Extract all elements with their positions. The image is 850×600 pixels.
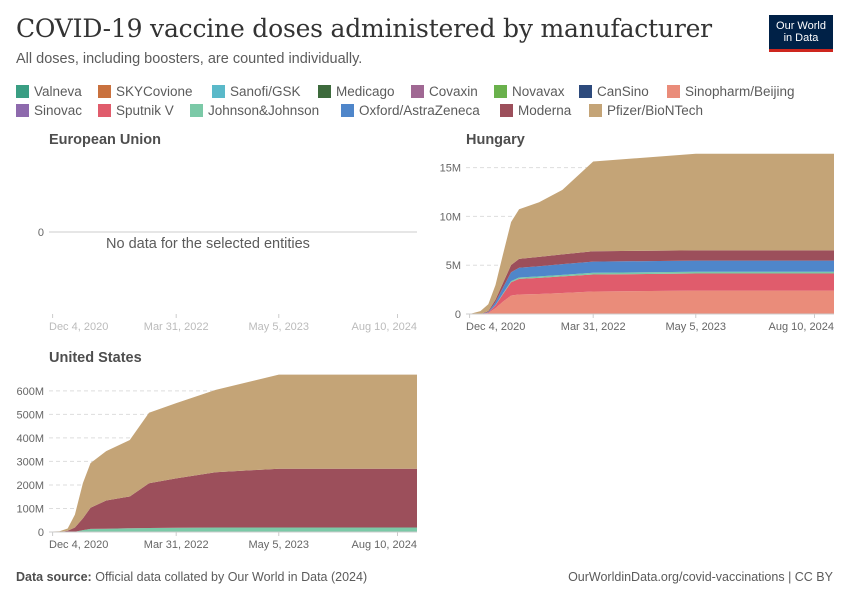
x-tick-label: May 5, 2023: [249, 321, 310, 333]
owid-logo[interactable]: Our World in Data: [769, 15, 833, 52]
legend-swatch: [16, 104, 29, 117]
area-moderna: [469, 250, 834, 314]
area-oxford-astrazeneca: [469, 260, 834, 314]
area-sinopharm-beijing: [469, 290, 834, 314]
legend-label: CanSino: [597, 84, 649, 99]
y-tick-label: 100M: [16, 503, 44, 515]
legend-swatch: [212, 85, 225, 98]
legend-swatch: [341, 104, 354, 117]
legend-item[interactable]: Sputnik V: [98, 103, 174, 118]
x-tick-label: Aug 10, 2024: [769, 321, 834, 333]
area-johnson-johnson: [52, 527, 417, 532]
legend-item[interactable]: Medicago: [318, 84, 395, 99]
y-tick-label: 0: [38, 527, 44, 539]
x-tick-label: Aug 10, 2024: [352, 539, 417, 551]
data-source-text: Official data collated by Our World in D…: [95, 570, 368, 584]
x-tick-label: Dec 4, 2020: [466, 321, 525, 333]
legend-label: Sputnik V: [116, 103, 174, 118]
legend-row-2: Sinovac Sputnik V Johnson&Johnson Oxford…: [16, 103, 836, 122]
legend-swatch: [589, 104, 602, 117]
y-tick-label: 5M: [446, 260, 461, 272]
legend-row-1: Valneva SKYCovione Sanofi/GSK Medicago C…: [16, 84, 836, 103]
panel-title-hungary: Hungary: [466, 132, 525, 148]
y-tick-label: 0: [38, 227, 44, 239]
legend-swatch: [579, 85, 592, 98]
x-tick-label: Mar 31, 2022: [144, 321, 209, 333]
y-tick-label: 0: [455, 309, 461, 321]
legend-label: Medicago: [336, 84, 395, 99]
legend: Valneva SKYCovione Sanofi/GSK Medicago C…: [16, 84, 836, 122]
legend-label: SKYCovione: [116, 84, 193, 99]
legend-item[interactable]: Sinopharm/Beijing: [667, 84, 795, 99]
x-tick-label: May 5, 2023: [666, 321, 727, 333]
legend-label: Moderna: [518, 103, 572, 118]
area-johnson-johnson: [469, 271, 834, 314]
legend-label: Covaxin: [429, 84, 478, 99]
data-source-label: Data source:: [16, 570, 92, 584]
y-tick-label: 500M: [16, 409, 44, 421]
panel-title-eu: European Union: [49, 132, 161, 148]
legend-swatch: [494, 85, 507, 98]
x-tick-label: Dec 4, 2020: [49, 539, 108, 551]
legend-label: Novavax: [512, 84, 565, 99]
y-tick-label: 15M: [440, 163, 461, 175]
legend-swatch: [500, 104, 513, 117]
legend-item[interactable]: Sanofi/GSK: [212, 84, 301, 99]
legend-item[interactable]: Sinovac: [16, 103, 82, 118]
y-tick-label: 10M: [440, 211, 461, 223]
legend-item[interactable]: Johnson&Johnson: [190, 103, 319, 118]
x-tick-label: May 5, 2023: [249, 539, 310, 551]
y-tick-label: 400M: [16, 433, 44, 445]
legend-label: Sinopharm/Beijing: [685, 84, 795, 99]
legend-swatch: [98, 85, 111, 98]
legend-swatch: [411, 85, 424, 98]
no-data-message: No data for the selected entities: [106, 236, 310, 252]
legend-label: Sinovac: [34, 103, 83, 118]
area-moderna: [52, 468, 417, 532]
legend-item[interactable]: CanSino: [579, 84, 649, 99]
legend-label: Sanofi/GSK: [230, 84, 301, 99]
area-sputnik-v: [469, 273, 834, 314]
legend-item[interactable]: Novavax: [494, 84, 565, 99]
legend-label: Oxford/AstraZeneca: [359, 103, 480, 118]
chart-title: COVID-19 vaccine doses administered by m…: [16, 14, 712, 43]
legend-item[interactable]: Covaxin: [411, 84, 478, 99]
y-tick-label: 200M: [16, 480, 44, 492]
legend-swatch: [98, 104, 111, 117]
data-source: Data source: Official data collated by O…: [16, 570, 367, 584]
x-tick-label: Mar 31, 2022: [561, 321, 626, 333]
legend-item[interactable]: Pfizer/BioNTech: [589, 103, 703, 118]
legend-swatch: [318, 85, 331, 98]
area-pfizer-biontech: [52, 374, 417, 532]
legend-item[interactable]: Oxford/AstraZeneca: [341, 103, 480, 118]
y-tick-label: 600M: [16, 386, 44, 398]
logo-line-2: in Data: [783, 32, 819, 44]
legend-swatch: [667, 85, 680, 98]
x-tick-label: Dec 4, 2020: [49, 321, 108, 333]
legend-swatch: [190, 104, 203, 117]
legend-label: Pfizer/BioNTech: [607, 103, 704, 118]
legend-swatch: [16, 85, 29, 98]
y-tick-label: 300M: [16, 456, 44, 468]
legend-item[interactable]: Moderna: [500, 103, 571, 118]
legend-item[interactable]: Valneva: [16, 84, 82, 99]
legend-label: Johnson&Johnson: [208, 103, 320, 118]
legend-item[interactable]: SKYCovione: [98, 84, 193, 99]
logo-line-1: Our World: [776, 20, 826, 32]
chart-subtitle: All doses, including boosters, are count…: [16, 51, 363, 67]
footer-link[interactable]: OurWorldinData.org/covid-vaccinations | …: [568, 570, 833, 584]
panel-title-us: United States: [49, 350, 142, 366]
area-pfizer-biontech: [469, 153, 834, 314]
legend-label: Valneva: [34, 84, 82, 99]
x-tick-label: Mar 31, 2022: [144, 539, 209, 551]
x-tick-label: Aug 10, 2024: [352, 321, 417, 333]
